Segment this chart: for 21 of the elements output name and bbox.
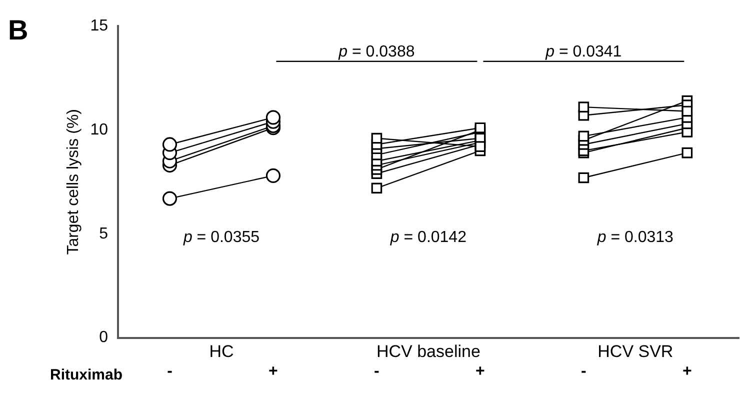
annotation: p = 0.0341 [544,43,622,60]
y-tick-label: 0 [99,329,108,346]
x-tick-label: - [581,362,586,380]
y-tick-label: 15 [90,17,108,34]
y-tick-label: 10 [90,121,108,138]
text: HCV SVR [598,342,674,361]
annotation: p = 0.0388 [338,43,415,60]
text: HC [209,342,234,361]
x-tick-label: - [374,362,380,380]
x-tick-label: + [268,362,278,380]
x-tick-label: - [167,362,172,380]
annotation: p = 0.0313 [596,229,674,246]
text: B [8,14,28,46]
annotation: p = 0.0355 [182,229,260,246]
x-tick-label: + [682,362,692,380]
x-tick-label: + [476,362,485,380]
x-axis-title: Rituximab [50,366,123,384]
text: HCV baseline [376,342,480,361]
y-tick-label: 5 [99,225,108,242]
y-axis-title: Target cells lysis (%) [65,108,82,255]
annotation: p = 0.0142 [389,229,467,246]
